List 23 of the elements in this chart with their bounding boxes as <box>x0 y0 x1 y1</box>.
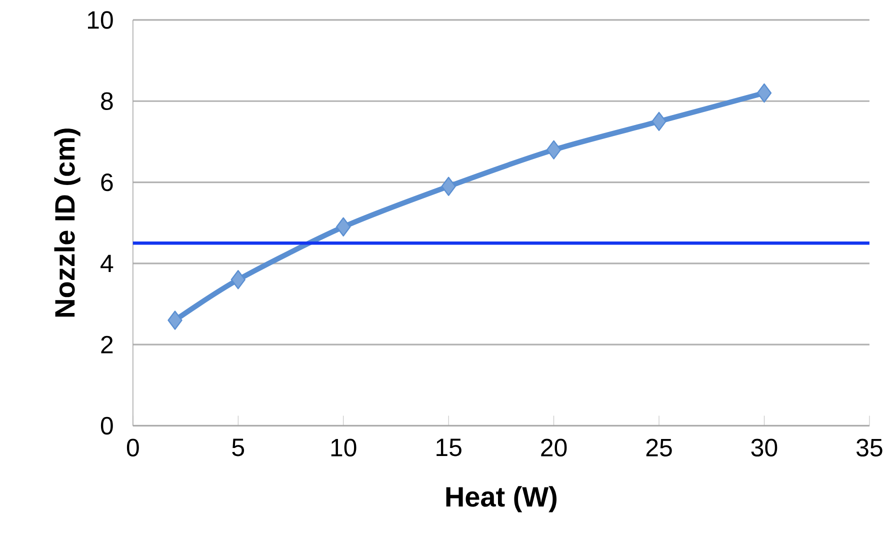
x-tick-label: 15 <box>436 438 462 456</box>
x-axis-title: Heat (W) <box>446 486 556 512</box>
point <box>546 140 562 160</box>
x-tick-label: 5 <box>232 438 244 456</box>
x-tick-label: 20 <box>541 438 567 457</box>
point <box>230 270 246 290</box>
point <box>168 310 182 330</box>
y-tick-label: 4 <box>100 255 114 272</box>
x-tick-label: 0 <box>126 438 139 457</box>
x-tick-label: 10 <box>331 438 356 457</box>
x-tick-label: 25 <box>646 438 672 457</box>
point <box>441 176 456 196</box>
x-tick-label: 30 <box>751 438 778 457</box>
y-tick-label: 6 <box>101 174 113 192</box>
point <box>652 112 666 132</box>
y-tick-label: 2 <box>101 336 113 354</box>
y-tick-label: 8 <box>101 92 113 110</box>
point <box>336 217 351 237</box>
y-axis-title: Nozzle ID (cm) <box>54 128 80 317</box>
x-tick-label: 35 <box>856 438 882 457</box>
y-tick-label: 10 <box>88 11 113 30</box>
point <box>756 84 772 103</box>
y-tick-label: 0 <box>100 417 113 435</box>
